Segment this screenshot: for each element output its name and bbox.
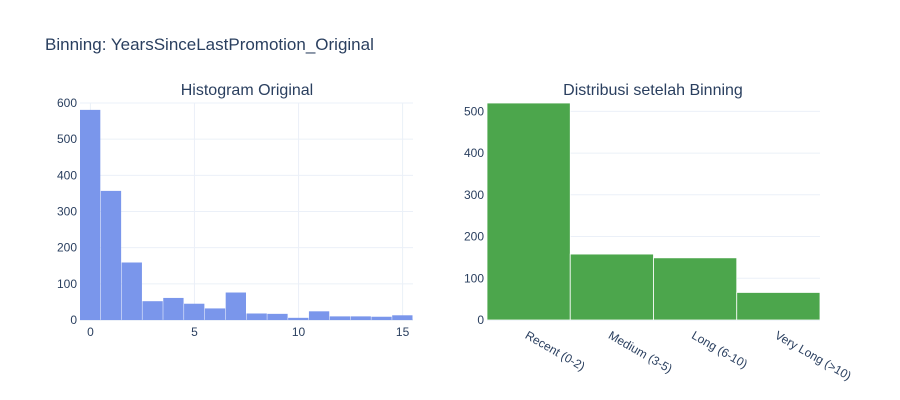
binning-bar-0 — [486, 102, 571, 321]
histogram-x-tick-1: 5 — [191, 325, 198, 339]
histogram-x-ticks: 0 5 10 15 — [87, 325, 410, 339]
binning-y-tick-3: 300 — [464, 188, 484, 202]
histogram-bar-8 — [246, 313, 267, 320]
histogram-bar-10 — [288, 317, 309, 320]
histogram-bar-9 — [267, 313, 288, 320]
histogram-y-tick-3: 300 — [57, 205, 77, 219]
histogram-y-tick-0: 0 — [70, 313, 77, 327]
histogram-y-tick-1: 100 — [57, 277, 77, 291]
histogram-bar-12 — [329, 316, 351, 320]
histogram-x-tick-2: 10 — [292, 325, 306, 339]
histogram-bar-1 — [100, 190, 122, 320]
histogram-y-tick-4: 400 — [57, 168, 77, 182]
histogram-bar-5 — [184, 303, 205, 320]
histogram-bar-11 — [308, 311, 330, 320]
binning-bar-3 — [736, 292, 821, 321]
histogram-bar-13 — [350, 316, 371, 320]
histogram-bars — [80, 109, 413, 320]
binning-y-tick-0: 0 — [477, 313, 484, 327]
binning-y-ticks: 0 100 200 300 400 500 — [464, 104, 484, 327]
histogram-bar-6 — [204, 308, 226, 320]
histogram-y-tick-2: 200 — [57, 241, 77, 255]
histogram-bar-4 — [163, 297, 184, 320]
histogram-bar-14 — [371, 316, 392, 320]
histogram-y-tick-6: 600 — [57, 96, 77, 110]
histogram-y-tick-5: 500 — [57, 132, 77, 146]
binning-y-tick-1: 100 — [464, 271, 484, 285]
binning-y-tick-2: 200 — [464, 230, 484, 244]
binning-bars — [486, 102, 821, 321]
histogram-bar-3 — [142, 301, 163, 320]
binning-x-tick-3: Very Long (>10) — [772, 328, 853, 383]
binning-x-ticks: Recent (0-2) Medium (3-5) Long (6-10) Very … — [523, 328, 854, 383]
histogram-x-tick-0: 0 — [87, 325, 94, 339]
binning-y-tick-4: 400 — [464, 146, 484, 160]
binning-panel: Distribusi setelah Binning 0 100 200 300 400… — [464, 82, 854, 383]
chart-title: Binning: YearsSinceLastPromotion_Origina… — [45, 35, 374, 54]
binning-title: Distribusi setelah Binning — [563, 82, 743, 99]
binning-bar-2 — [653, 257, 738, 321]
histogram-bar-2 — [121, 262, 142, 320]
histogram-title: Histogram Original — [181, 82, 313, 99]
binning-x-tick-2: Long (6-10) — [689, 328, 750, 371]
histogram-y-ticks: 0 100 200 300 400 500 600 — [57, 96, 77, 327]
histogram-bar-7 — [225, 292, 246, 320]
binning-x-tick-0: Recent (0-2) — [523, 328, 588, 373]
binning-y-tick-5: 500 — [464, 104, 484, 118]
binning-x-tick-1: Medium (3-5) — [606, 328, 675, 376]
histogram-x-tick-3: 15 — [396, 325, 410, 339]
binning-bar-1 — [569, 253, 654, 321]
histogram-bar-0 — [80, 109, 101, 320]
histogram-bar-15 — [392, 315, 413, 320]
